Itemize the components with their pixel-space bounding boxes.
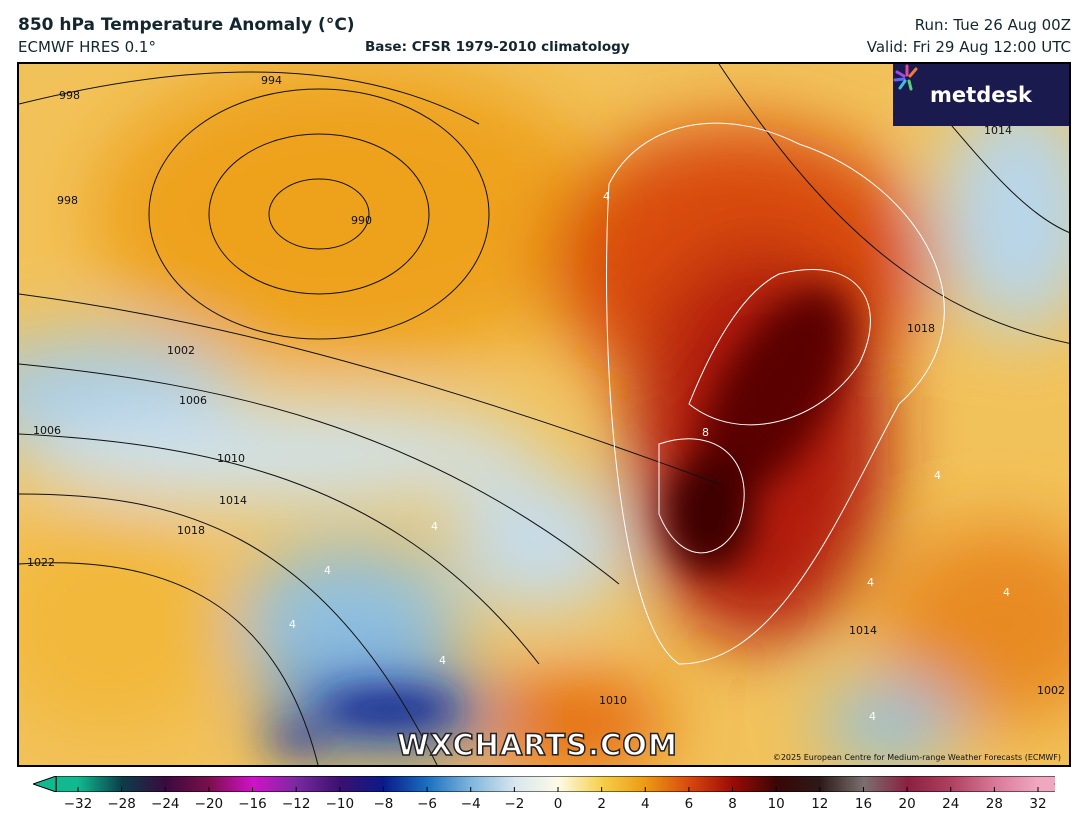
- isobar-label: 1006: [179, 394, 207, 407]
- colorbar-segment: [645, 776, 690, 792]
- colorbar-segment: [165, 776, 210, 792]
- colorbar-segment: [296, 776, 341, 792]
- colorbar-tick-label: 24: [942, 796, 960, 812]
- colorbar-tick-label: 32: [1029, 796, 1047, 812]
- colorbar-segment: [776, 776, 821, 792]
- isobar-label: 1018: [907, 322, 935, 335]
- metdesk-logo-text: metdesk: [930, 83, 1032, 107]
- anomaly-label: 8: [702, 426, 709, 439]
- colorbar-segment: [383, 776, 428, 792]
- colorbar-tick-label: 20: [898, 796, 916, 812]
- colorbar: [33, 776, 1055, 792]
- isobar-label: 1002: [1037, 684, 1065, 697]
- colorbar-tick-label: 4: [640, 796, 650, 812]
- anomaly-label: 4: [439, 654, 446, 667]
- map-field: 994 998 998 990 1002 1006 1006 1010 1014…: [19, 64, 1069, 765]
- isobar-label: 994: [261, 74, 282, 87]
- isobar-label: 1006: [33, 424, 61, 437]
- colorbar-tick-label: 6: [684, 796, 694, 812]
- colorbar-tick-label: 28: [985, 796, 1003, 812]
- colorbar-tick-label: −28: [107, 796, 136, 812]
- anomaly-label: 4: [324, 564, 331, 577]
- isobar-label: 1010: [599, 694, 627, 707]
- isobar-label: 990: [351, 214, 372, 227]
- anomaly-label: 4: [1003, 586, 1010, 599]
- colorbar-tick-label: −20: [194, 796, 224, 812]
- colorbar-tick-label: −2: [504, 796, 525, 812]
- colorbar-segment: [339, 776, 384, 792]
- valid-time-label: Valid: Fri 29 Aug 12:00 UTC: [866, 38, 1071, 56]
- metdesk-logo: metdesk: [893, 64, 1069, 126]
- colorbar-tick-label: −12: [281, 796, 311, 812]
- colorbar-tick-label: 10: [767, 796, 785, 812]
- metdesk-burst-icon: [893, 64, 918, 91]
- colorbar-segment: [78, 776, 123, 792]
- anomaly-label: 4: [603, 190, 610, 203]
- anomaly-label: 4: [934, 469, 941, 482]
- colorbar-tick-label: −10: [325, 796, 355, 812]
- colorbar-tick-label: 8: [728, 796, 737, 812]
- isobar-label: 1010: [217, 452, 245, 465]
- colorbar-segment: [688, 776, 734, 792]
- colorbar-segment: [121, 776, 166, 792]
- colorbar-tick-label: 16: [854, 796, 873, 812]
- colorbar-segment: [819, 776, 864, 792]
- run-time-label: Run: Tue 26 Aug 00Z: [914, 16, 1071, 34]
- colorbar-segment: [732, 776, 777, 792]
- colorbar-segment: [907, 776, 952, 792]
- colorbar-segment: [994, 776, 1039, 792]
- isobar-label: 1014: [219, 494, 247, 507]
- base-climatology-label: Base: CFSR 1979-2010 climatology: [365, 39, 630, 55]
- colorbar-segment: [950, 776, 995, 792]
- isobar-label: 1014: [984, 124, 1012, 137]
- colorbar-segment: [470, 776, 515, 792]
- wxcharts-watermark: WXCHARTS.COM: [396, 727, 678, 763]
- colorbar-segment: [601, 776, 646, 792]
- isobar-label: 1014: [849, 624, 877, 637]
- colorbar-segment: [558, 776, 603, 792]
- colorbar-segment: [208, 776, 254, 792]
- anomaly-label: 4: [869, 710, 876, 723]
- colorbar-segment: [427, 776, 472, 792]
- colorbar-segment: [514, 776, 559, 792]
- colorbar-tick-label: −16: [238, 796, 267, 812]
- copyright-notice: ©2025 European Centre for Medium-range W…: [772, 753, 1061, 762]
- colorbar-tick-label: 12: [811, 796, 829, 812]
- colorbar-tick-label: −32: [63, 796, 93, 812]
- isobar-label: 1022: [27, 556, 55, 569]
- colorbar-segment: [863, 776, 908, 792]
- colorbar-min-arrow: [33, 776, 57, 792]
- colorbar-tick-label: 0: [553, 796, 563, 812]
- isobar-label: 998: [59, 89, 80, 102]
- chart-title: 850 hPa Temperature Anomaly (°C): [18, 15, 355, 35]
- colorbar-tick-label: 2: [597, 796, 606, 812]
- isobar-label: 1018: [177, 524, 205, 537]
- colorbar-tick-label: −6: [417, 796, 438, 812]
- isobar-label: 998: [57, 194, 78, 207]
- colorbar-tick-label: −24: [151, 796, 180, 812]
- anomaly-label: 4: [289, 618, 296, 631]
- anomaly-label: 4: [431, 520, 438, 533]
- anomaly-map: 994 998 998 990 1002 1006 1006 1010 1014…: [17, 62, 1071, 767]
- model-label: ECMWF HRES 0.1°: [18, 38, 156, 56]
- anomaly-label: 4: [867, 576, 874, 589]
- colorbar-tick-label: −4: [460, 796, 481, 812]
- isobar-label: 1002: [167, 344, 195, 357]
- colorbar-tick-label: −8: [373, 796, 394, 812]
- colorbar-segment: [252, 776, 297, 792]
